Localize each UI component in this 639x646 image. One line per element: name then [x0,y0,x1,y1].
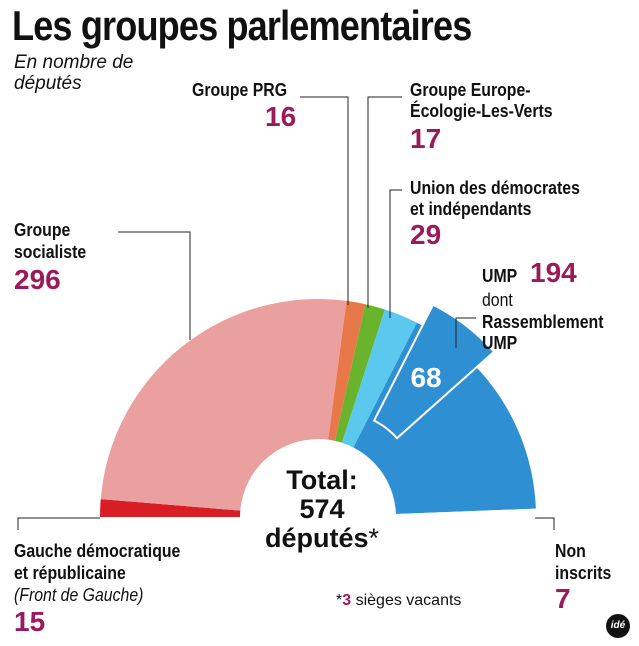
chart-title: Les groupes parlementaires [12,2,472,49]
segment-groupe-europe-ecologie-les-verts [334,304,385,443]
leader-udi [389,189,402,318]
udi-label-line2: et indépendants [410,199,532,219]
total-unit: députés [264,523,369,553]
segment-rassemblement-ump [372,303,496,440]
publisher-logo: idé [606,614,630,638]
total-star: * [368,523,380,553]
note-text: sièges vacants [351,592,462,609]
total-value: 574 [299,494,345,524]
total-line1: Total: [286,465,358,495]
prg-value: 16 [265,101,297,132]
total-label: Total: 574 députés* [262,466,382,553]
segment-groupe-prg [328,300,366,441]
ump-dont-label: dont [482,290,513,310]
gdr-value: 15 [14,606,46,637]
vacant-seats-note: *3 sièges vacants [336,592,461,610]
ni-value: 7 [555,583,571,614]
ump-value: 194 [530,257,577,288]
eelv-label-line1: Groupe Europe- [410,80,531,100]
leader-gdr [17,517,100,530]
rassemblement-ump-label-line2: UMP [482,333,518,353]
rassemblement-ump-label-line1: Rassemblement [482,312,604,332]
gdr-sublabel: (Front de Gauche) [14,585,144,605]
leader-ps [118,231,191,340]
leader-eelv [367,96,402,308]
rassemblement-ump-value-label: 68 [410,362,441,393]
ps-label-line2: socialiste [14,242,87,262]
ni-label-line1: Non [555,541,586,561]
ps-value: 296 [14,264,61,295]
ps-label-line1: Groupe [14,220,71,240]
ni-label-line2: inscrits [555,563,612,583]
chart-subtitle: En nombre de députés [14,52,134,94]
prg-label: Groupe PRG [192,80,288,100]
note-count: 3 [342,592,352,609]
total-line3: députés* [262,524,382,553]
eelv-label-line2: Écologie-Les-Verts [410,101,553,121]
leader-ni [535,517,555,530]
leader-ump [455,317,476,348]
ump-label: UMP [482,266,518,286]
gdr-label-line1: Gauche démocratique [14,541,181,561]
segment-union-des-democrates-et-independants [341,309,417,448]
segment-groupe-socialiste [100,298,347,511]
segment-non-inscrits [395,508,536,517]
segment-gauche-democratique-et-republicaine [100,499,241,517]
gdr-label-line2: et républicaine [14,563,126,583]
udi-value: 29 [410,219,442,250]
note-star: * [336,592,343,609]
leader-prg [300,96,349,305]
eelv-value: 17 [410,123,442,154]
udi-label-line1: Union des démocrates [410,178,580,198]
